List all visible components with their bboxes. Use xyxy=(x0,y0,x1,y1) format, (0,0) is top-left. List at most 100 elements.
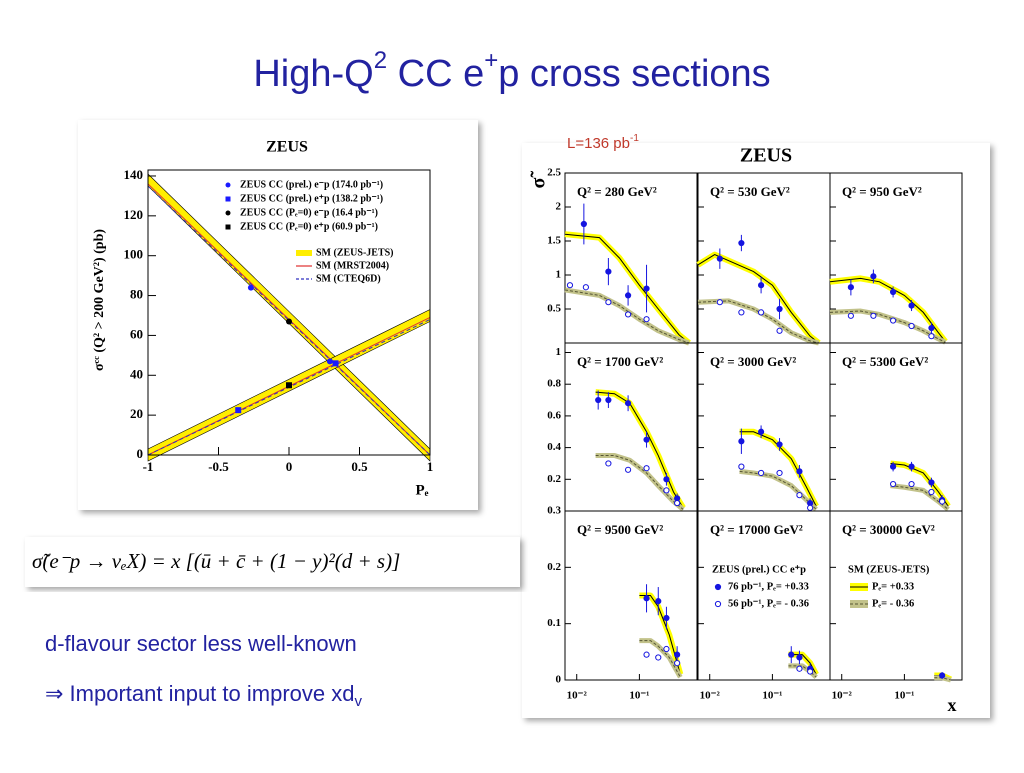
data-point xyxy=(738,463,745,470)
y-axis-label: σᶜᶜ (Q² > 200 GeV²) (pb) xyxy=(92,229,107,371)
data-point xyxy=(757,309,765,316)
data-point xyxy=(716,255,723,262)
data-point xyxy=(332,360,339,367)
sm-curve xyxy=(697,300,819,344)
data-point xyxy=(928,488,935,496)
bullet: ⇒ Important input to improve xdv xyxy=(45,681,362,710)
slide-title: High-Q2 CC e+p cross sections xyxy=(253,47,770,95)
data-point xyxy=(663,487,670,494)
data-point xyxy=(928,333,935,340)
bullet: d-flavour sector less well-known xyxy=(45,631,357,656)
data-point xyxy=(624,400,632,407)
data-point xyxy=(738,438,745,445)
data-point xyxy=(663,645,670,653)
data-point xyxy=(796,468,803,475)
data-point xyxy=(566,282,574,289)
data-point xyxy=(286,382,292,389)
y-tick-label: 0.4 xyxy=(547,441,561,453)
legend-marker xyxy=(225,210,231,216)
data-point xyxy=(655,598,662,605)
sm-curve xyxy=(697,254,820,344)
y-tick-label: 1 xyxy=(556,269,562,281)
data-point xyxy=(605,299,612,306)
data-point xyxy=(889,480,897,488)
bullet-sub: v xyxy=(354,693,362,710)
sm-curve xyxy=(639,640,681,678)
y-tick-label: 0.6 xyxy=(547,409,561,421)
y-tick-label: 20 xyxy=(130,406,143,421)
y-tick-label: 0 xyxy=(556,674,562,686)
data-point xyxy=(757,469,765,477)
data-point xyxy=(870,312,877,319)
data-point xyxy=(643,436,650,443)
data-point xyxy=(908,302,915,309)
legend-label: ZEUS CC (prel.) e⁻p (174.0 pb⁻¹) xyxy=(240,179,383,190)
legend-label: SM (MRST2004) xyxy=(316,260,389,271)
legend-label: 76 pb⁻¹, Pₑ= +0.33 xyxy=(728,581,809,592)
data-point xyxy=(605,460,612,467)
legend-label: ZEUS CC (Pₑ=0) e⁻p (16.4 pb⁻¹) xyxy=(240,207,378,218)
panel-label: Q² = 3000 GeV² xyxy=(710,354,796,369)
y-tick-label: 0.1 xyxy=(547,617,561,629)
panel-label: Q² = 530 GeV² xyxy=(710,184,790,199)
data-point xyxy=(716,299,723,306)
panel-label: Q² = 17000 GeV² xyxy=(710,522,803,537)
sm-curve xyxy=(788,665,817,678)
title-part: High-Q xyxy=(253,53,373,95)
legend-label: SM (CTEQ6D) xyxy=(316,273,381,284)
data-point xyxy=(776,327,783,334)
luminosity-text: L=136 pb xyxy=(567,135,630,152)
data-point xyxy=(643,595,650,602)
legend-label: 56 pb⁻¹, Pₑ= - 0.36 xyxy=(728,598,809,609)
sm-curve xyxy=(829,310,946,343)
y-tick-label: 80 xyxy=(130,287,143,302)
panel-label: Q² = 1700 GeV² xyxy=(577,354,663,369)
y-tick-label: 0.2 xyxy=(547,561,561,573)
data-point xyxy=(939,498,946,505)
formula: σ̃(e⁻p → νₑX) = x [(ū + c̄ + (1 − y)²(d … xyxy=(32,549,400,573)
data-point xyxy=(674,651,681,658)
legend-label: ZEUS CC (Pₑ=0) e⁺p (60.9 pb⁻¹) xyxy=(240,221,378,232)
title-part: p cross sections xyxy=(498,53,770,95)
title-sup: 2 xyxy=(374,47,387,74)
legend-marker xyxy=(714,583,722,591)
data-point xyxy=(796,665,803,672)
left-figure-frame xyxy=(78,120,478,510)
panel-label: Q² = 280 GeV² xyxy=(577,184,657,199)
legend-label: Pₑ= - 0.36 xyxy=(872,598,914,609)
data-point xyxy=(605,268,612,275)
data-point xyxy=(643,316,650,323)
data-point xyxy=(643,651,650,658)
data-point xyxy=(847,312,854,319)
data-point xyxy=(235,407,242,414)
x-tick-label: 10⁻¹ xyxy=(894,690,914,702)
panel-label: Q² = 5300 GeV² xyxy=(842,354,928,369)
sm-line xyxy=(147,185,431,456)
data-point xyxy=(674,660,681,667)
x-tick-label: 10⁻¹ xyxy=(629,690,649,702)
luminosity-sup: -1 xyxy=(630,133,639,144)
data-point xyxy=(247,284,254,291)
x-axis-label: Pₑ xyxy=(415,482,428,498)
x-tick-label: -1 xyxy=(143,459,154,474)
data-point xyxy=(776,441,783,448)
data-point xyxy=(889,288,897,296)
data-point xyxy=(286,318,292,325)
legend-label: ZEUS CC (prel.) e⁺p (138.2 pb⁻¹) xyxy=(240,193,383,204)
chart-title: ZEUS xyxy=(740,145,792,167)
data-point xyxy=(655,654,662,661)
chart-title: ZEUS xyxy=(266,139,308,156)
legend-marker xyxy=(225,182,231,188)
data-point xyxy=(595,396,602,404)
x-tick-label: 1 xyxy=(427,459,434,474)
data-point xyxy=(643,285,650,292)
bullet-text: Important input to improve xd xyxy=(63,681,354,706)
y-tick-label: 40 xyxy=(130,366,143,381)
data-point xyxy=(870,273,877,280)
data-point xyxy=(889,463,897,470)
panel-frame xyxy=(829,510,963,681)
sm-curve xyxy=(739,431,817,507)
x-tick-label: -0.5 xyxy=(208,459,229,474)
data-point xyxy=(624,466,632,473)
